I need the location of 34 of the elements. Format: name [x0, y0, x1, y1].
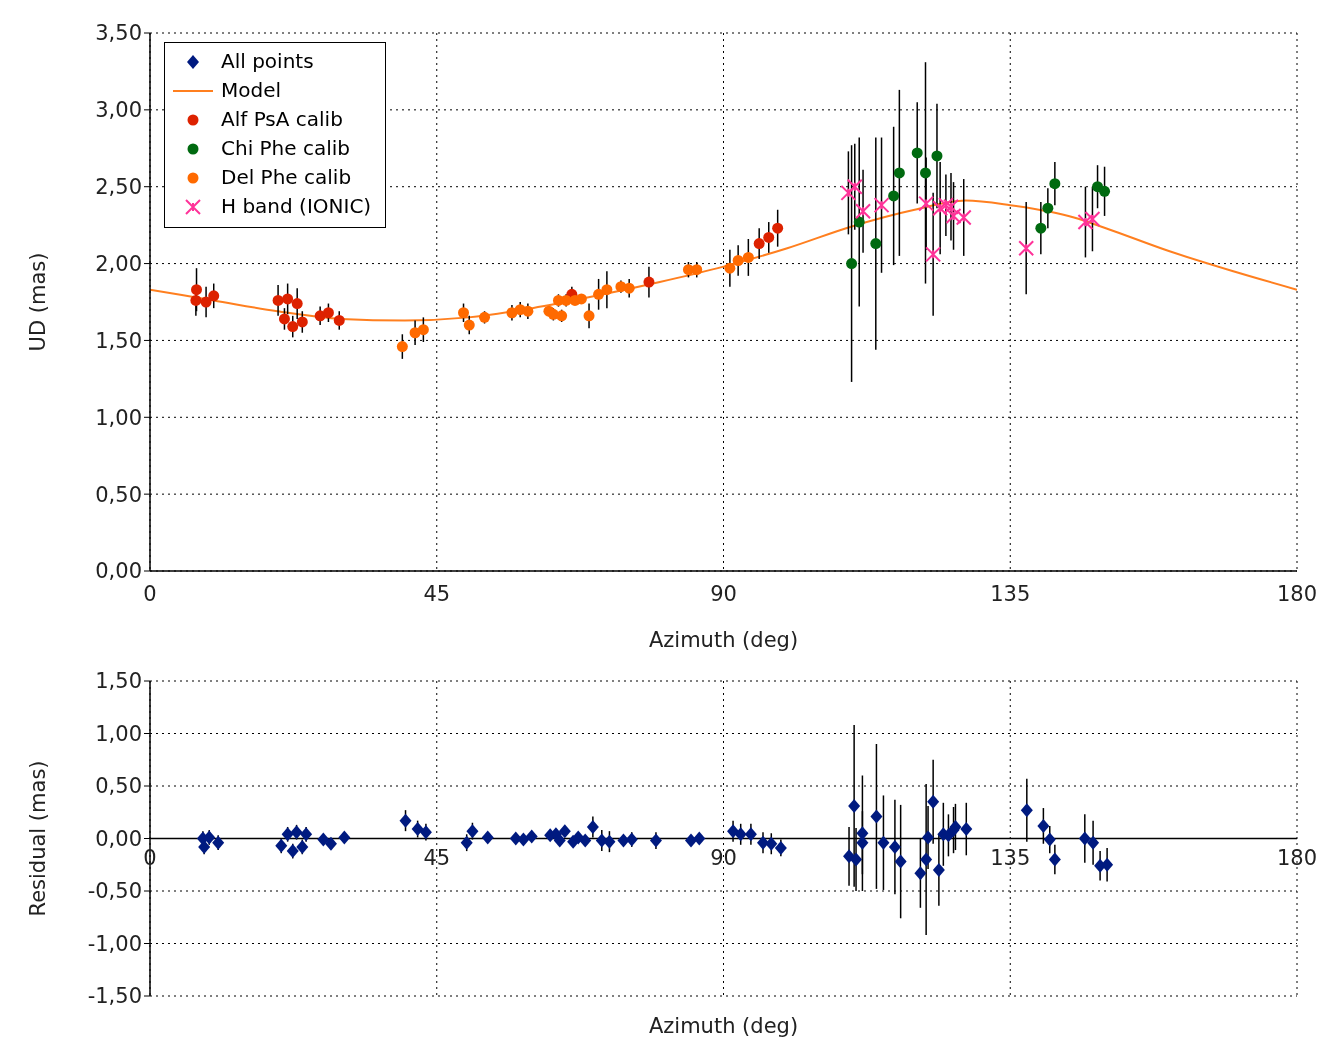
y-tick-label: 3,00 [95, 98, 142, 123]
y-tick-label: -0,50 [87, 879, 142, 904]
y-axis-title: Residual (mas) [26, 760, 51, 917]
y-tick-label: 0,00 [95, 826, 142, 851]
x-tick-label: 180 [1276, 582, 1318, 606]
y-tick-label: 1,00 [95, 405, 142, 430]
x-tick-label: 135 [990, 582, 1031, 606]
x-tick-label: 0 [143, 582, 157, 606]
y-tick-label: 0,50 [95, 482, 142, 507]
legend-label: Chi Phe calib [221, 135, 351, 162]
x-axis-title: Azimuth (deg) [648, 1014, 799, 1037]
x-axis-title: Azimuth (deg) [648, 628, 799, 652]
x-tick-label: 90 [710, 582, 737, 606]
legend-label: Del Phe calib [221, 164, 352, 191]
x-tick-label: 180 [1276, 845, 1318, 870]
x-tick-label: 135 [990, 845, 1031, 870]
y-tick-label: 1,00 [95, 721, 142, 746]
x-tick-label: 90 [710, 845, 737, 870]
x-tick-label: 45 [423, 582, 451, 606]
y-tick-label: 2,00 [95, 252, 142, 277]
legend-label: Model [221, 77, 282, 104]
x-tick-label: 45 [423, 845, 451, 870]
y-tick-label: -1,50 [87, 984, 142, 1009]
y-tick-label: -1,00 [87, 931, 142, 956]
y-axis-title: UD (mas) [26, 252, 51, 352]
y-tick-label: 2,50 [95, 175, 142, 200]
y-tick-label: 1,50 [95, 328, 142, 353]
y-tick-label: 1,50 [95, 669, 142, 694]
legend-label: All points [221, 48, 314, 75]
legend-label: H band (IONIC) [221, 193, 372, 220]
y-tick-label: 3,50 [95, 21, 142, 46]
legend-label: Alf PsA calib [221, 106, 343, 133]
y-tick-label: 0,00 [95, 559, 142, 584]
y-tick-label: 0,50 [95, 774, 142, 799]
